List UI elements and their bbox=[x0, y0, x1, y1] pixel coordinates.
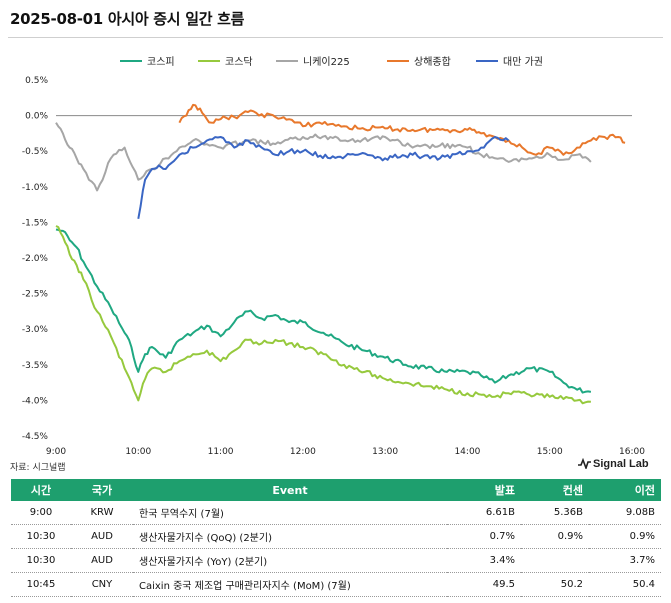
x-tick-label: 9:00 bbox=[46, 447, 66, 457]
brand-name: Signal Lab bbox=[593, 458, 649, 470]
cell-actual: 0.7% bbox=[447, 524, 521, 549]
y-tick-label: -2.0% bbox=[22, 254, 49, 264]
x-tick-label: 12:00 bbox=[290, 447, 316, 457]
cell-actual: 49.5 bbox=[447, 572, 521, 597]
series-line bbox=[55, 122, 592, 192]
cell-event: Caixin 중국 제조업 구매관리자지수 (MoM) (7월) bbox=[133, 572, 447, 597]
x-tick-label: 10:00 bbox=[125, 447, 151, 457]
series-line bbox=[55, 228, 592, 394]
x-tick-label: 15:00 bbox=[537, 447, 563, 457]
cell-country: AUD bbox=[71, 524, 133, 549]
cell-event: 한국 무역수지 (7월) bbox=[133, 501, 447, 525]
table-row: 10:30 AUD 생산자물가지수 (YoY) (2분기) 3.4% 3.7% bbox=[11, 548, 661, 573]
economic-calendar-table: 시간 국가 Event 발표 컨센 이전 9:00 KRW 한국 무역수지 (7… bbox=[11, 479, 661, 597]
cell-previous: 9.08B bbox=[589, 501, 661, 525]
col-time: 시간 bbox=[11, 479, 71, 501]
legend-label: 대만 가권 bbox=[503, 56, 543, 68]
cell-country: CNY bbox=[71, 572, 133, 597]
table-row: 10:30 AUD 생산자물가지수 (QoQ) (2분기) 0.7% 0.9% … bbox=[11, 524, 661, 549]
series-line bbox=[137, 136, 510, 219]
table-header-row: 시간 국가 Event 발표 컨센 이전 bbox=[11, 479, 661, 501]
cell-time: 10:30 bbox=[11, 524, 71, 549]
cell-actual: 6.61B bbox=[447, 501, 521, 525]
col-country: 국가 bbox=[71, 479, 133, 501]
y-tick-label: -0.5% bbox=[22, 147, 49, 157]
cell-event: 생산자물가지수 (QoQ) (2분기) bbox=[133, 524, 447, 549]
cell-previous: 0.9% bbox=[589, 524, 661, 549]
legend-label: 코스닥 bbox=[225, 56, 253, 68]
y-tick-label: -4.0% bbox=[22, 396, 49, 406]
y-tick-label: -4.5% bbox=[22, 432, 49, 442]
y-tick-label: 0.5% bbox=[25, 76, 48, 86]
cell-consensus: 5.36B bbox=[521, 501, 589, 525]
cell-previous: 50.4 bbox=[589, 572, 661, 597]
cell-time: 9:00 bbox=[11, 501, 71, 525]
col-consensus: 컨센 bbox=[521, 479, 589, 501]
col-actual: 발표 bbox=[447, 479, 521, 501]
col-previous: 이전 bbox=[589, 479, 661, 501]
cell-consensus bbox=[521, 548, 589, 573]
table-row: 10:45 CNY Caixin 중국 제조업 구매관리자지수 (MoM) (7… bbox=[11, 572, 661, 597]
legend-label: 상해종합 bbox=[414, 55, 451, 68]
legend-label: 니케이225 bbox=[303, 56, 350, 68]
page-title: 2025-08-01 아시아 증시 일간 흐름 bbox=[10, 10, 245, 28]
x-tick-label: 14:00 bbox=[454, 447, 480, 457]
cell-country: KRW bbox=[71, 501, 133, 525]
series-line bbox=[178, 103, 626, 156]
title-divider bbox=[8, 37, 663, 38]
source-note: 자료: 시그널랩 bbox=[10, 463, 66, 473]
cell-time: 10:45 bbox=[11, 572, 71, 597]
cell-previous: 3.7% bbox=[589, 548, 661, 573]
cell-consensus: 0.9% bbox=[521, 524, 589, 549]
cell-consensus: 50.2 bbox=[521, 572, 589, 597]
y-tick-label: -3.5% bbox=[22, 361, 49, 371]
y-tick-label: 0.0% bbox=[25, 112, 48, 122]
table-row: 9:00 KRW 한국 무역수지 (7월) 6.61B 5.36B 9.08B bbox=[11, 501, 661, 525]
y-tick-label: -2.5% bbox=[22, 290, 49, 300]
x-tick-label: 11:00 bbox=[208, 447, 234, 457]
cell-country: AUD bbox=[71, 548, 133, 573]
x-tick-label: 16:00 bbox=[619, 447, 645, 457]
cell-time: 10:30 bbox=[11, 548, 71, 573]
col-event: Event bbox=[133, 479, 447, 501]
brand-logo: Signal Lab bbox=[578, 457, 649, 471]
y-tick-label: -1.0% bbox=[22, 183, 49, 193]
cell-actual: 3.4% bbox=[447, 548, 521, 573]
cell-event: 생산자물가지수 (YoY) (2분기) bbox=[133, 548, 447, 573]
legend-label: 코스피 bbox=[147, 56, 175, 68]
y-tick-label: -3.0% bbox=[22, 325, 49, 335]
x-tick-label: 13:00 bbox=[372, 447, 398, 457]
line-chart: 코스피 코스닥 니케이225 상해종합 대만 가권 0.5% 0.0% -0.5% -1.0% -… bbox=[22, 55, 645, 457]
series-line bbox=[55, 225, 591, 405]
signal-icon bbox=[578, 457, 591, 471]
y-tick-label: -1.5% bbox=[22, 218, 49, 228]
